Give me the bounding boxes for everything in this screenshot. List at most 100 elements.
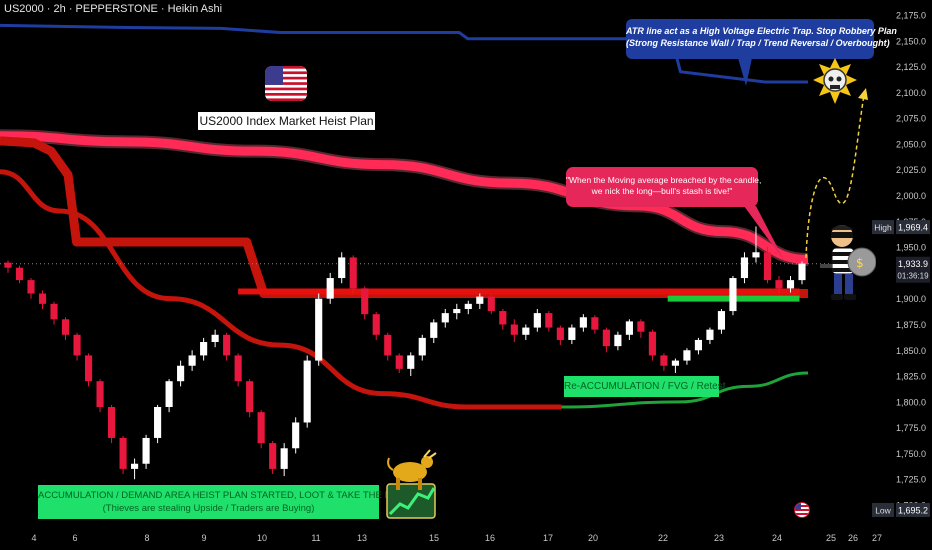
candle-body <box>798 263 806 281</box>
candle-body <box>269 443 277 469</box>
candle-body <box>73 334 81 356</box>
candle-body <box>752 252 760 258</box>
high-value: 1,969.4 <box>898 223 928 233</box>
atr-line <box>0 23 808 84</box>
x-tick-label: 15 <box>429 533 439 543</box>
moving-average-band <box>0 131 809 264</box>
x-tick-label: 22 <box>658 533 668 543</box>
x-tick-label: 10 <box>257 533 267 543</box>
price-tags: High 1,969.4 1,933.9 01:36:19 Low 1,695.2 <box>872 220 930 517</box>
x-tick-label: 23 <box>714 533 724 543</box>
x-tick-label: 13 <box>357 533 367 543</box>
low-label-bg <box>872 502 894 517</box>
candle-body <box>154 407 162 438</box>
accumulation-line2: (Thieves are stealing Upside / Traders a… <box>102 503 315 514</box>
candle-body <box>556 327 564 340</box>
candle-body <box>280 448 288 469</box>
skull-warning-icon <box>813 58 857 110</box>
candle-body <box>637 321 645 332</box>
green-ma <box>561 371 809 409</box>
candle-body <box>119 437 127 469</box>
x-tick-label: 24 <box>772 533 782 543</box>
high-label-bg <box>872 220 894 235</box>
low-label: Low <box>875 505 891 515</box>
candle-body <box>706 329 714 340</box>
indicator-lines <box>0 23 868 410</box>
y-tick-label: 2,175.0 <box>896 11 926 21</box>
reaccumulation-box: Re-ACCUMULATION / FVG / Retest <box>564 376 726 397</box>
candle-body <box>683 350 691 361</box>
candle-body <box>476 296 484 304</box>
us-flag-icon <box>265 66 307 101</box>
candle-body <box>292 422 300 449</box>
candle-body <box>579 317 587 328</box>
candle-body <box>50 303 58 320</box>
candle-body <box>648 331 656 356</box>
y-tick-label: 1,875.0 <box>896 320 926 330</box>
candle-body <box>763 252 772 281</box>
ma-quote-line2: we nick the long—bull's stash is tive!" <box>591 186 733 196</box>
us-flag-marker-icon <box>794 502 810 518</box>
candle-body <box>142 437 150 464</box>
candle-body <box>717 311 726 330</box>
candle-body <box>568 327 576 340</box>
candle-body <box>188 355 196 366</box>
time-axis-bg <box>0 528 932 550</box>
candle-body <box>510 324 518 335</box>
x-tick-label: 17 <box>543 533 553 543</box>
candle-body <box>200 342 208 356</box>
low-value: 1,695.2 <box>898 505 928 515</box>
y-tick-label: 1,775.0 <box>896 423 926 433</box>
x-tick-label: 25 <box>826 533 836 543</box>
y-tick-label: 1,825.0 <box>896 372 926 382</box>
candle-body <box>430 322 438 338</box>
candle-body <box>453 309 461 314</box>
y-tick-label: 2,050.0 <box>896 139 926 149</box>
candle-body <box>522 327 530 335</box>
low-value-bg <box>896 502 930 517</box>
accumulation-box: ACCUMULATION / DEMAND AREA HEIST PLAN ST… <box>38 485 419 519</box>
candle-body <box>487 296 495 312</box>
candles <box>4 226 806 480</box>
candle-body <box>326 278 334 299</box>
y-tick-label: 2,000.0 <box>896 191 926 201</box>
candle-body <box>15 267 24 281</box>
candle-body <box>131 463 139 469</box>
candle-body <box>775 280 783 289</box>
candle-body <box>4 262 12 268</box>
candle-body <box>257 412 265 444</box>
candle-body <box>464 303 472 309</box>
atr-callout-line1: ATR line act as a High Voltage Electric … <box>626 26 897 36</box>
candle-body <box>84 355 93 382</box>
candle-body <box>418 337 426 356</box>
x-tick-label: 26 <box>848 533 858 543</box>
candle-body <box>361 288 369 315</box>
candle-body <box>499 311 507 325</box>
x-tick-label: 6 <box>72 533 77 543</box>
y-tick-label: 1,950.0 <box>896 243 926 253</box>
candle-body <box>533 313 541 328</box>
candle-body <box>315 298 323 361</box>
atr-callout-line2: (Strong Resistance Wall / Trap / Trend R… <box>626 38 890 48</box>
candle-body <box>372 314 380 335</box>
chart-title: US2000 · 2h · PEPPERSTONE · Heikin Ashi <box>4 3 223 15</box>
y-tick-label: 2,125.0 <box>896 62 926 72</box>
heist-plan-title: US2000 Index Market Heist Plan <box>198 112 375 130</box>
candle-body <box>660 355 668 366</box>
x-tick-label: 16 <box>485 533 495 543</box>
candle-body <box>107 407 116 438</box>
candle-body <box>234 355 242 382</box>
candle-body <box>165 381 173 407</box>
y-tick-label: 2,025.0 <box>896 165 926 175</box>
candle-body <box>303 360 311 423</box>
candle-body <box>786 280 795 289</box>
x-tick-label: 27 <box>872 533 882 543</box>
current-price-bg <box>896 256 930 283</box>
time-axis[interactable]: 4 6 8 9 10 11 13 15 16 17 20 22 23 24 25 26 27 <box>0 528 932 550</box>
candle-body <box>177 365 185 382</box>
candle-body <box>694 339 703 351</box>
y-tick-label: 1,750.0 <box>896 449 926 459</box>
candle-body <box>441 313 449 323</box>
